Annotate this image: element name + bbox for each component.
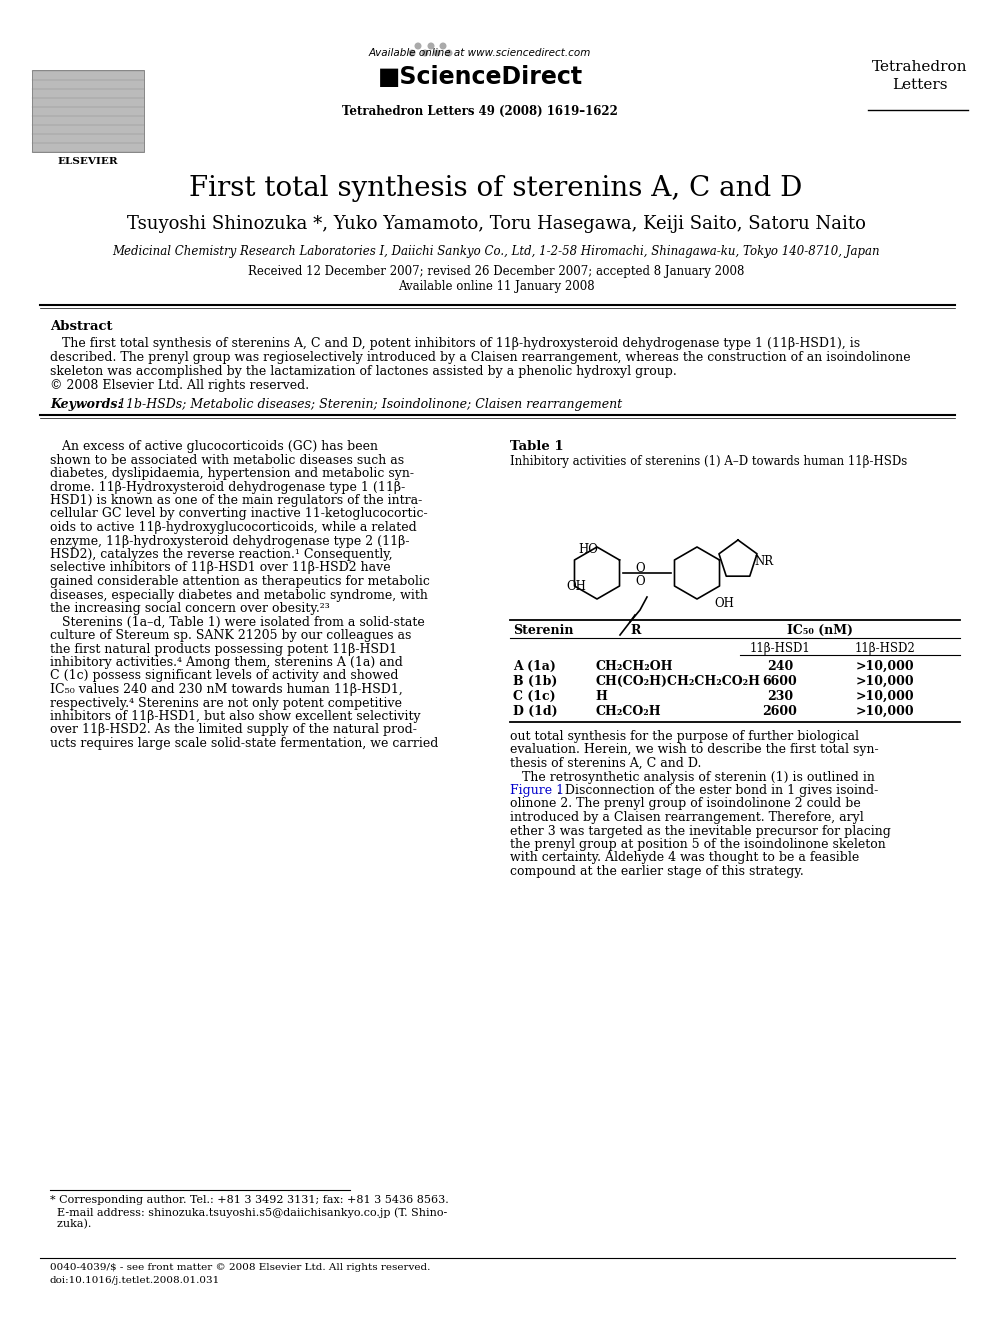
Text: culture of Stereum sp. SANK 21205 by our colleagues as: culture of Stereum sp. SANK 21205 by our…: [50, 628, 412, 642]
Text: A (1a): A (1a): [513, 660, 556, 673]
Text: 0040-4039/$ - see front matter © 2008 Elsevier Ltd. All rights reserved.: 0040-4039/$ - see front matter © 2008 El…: [50, 1263, 431, 1271]
Text: enzyme, 11β-hydroxysteroid dehydrogenase type 2 (11β-: enzyme, 11β-hydroxysteroid dehydrogenase…: [50, 534, 410, 548]
Text: Keywords:: Keywords:: [50, 398, 122, 411]
Text: out total synthesis for the purpose of further biological: out total synthesis for the purpose of f…: [510, 730, 859, 744]
Text: the prenyl group at position 5 of the isoindolinone skeleton: the prenyl group at position 5 of the is…: [510, 837, 886, 851]
Text: HSD2), catalyzes the reverse reaction.¹ Consequently,: HSD2), catalyzes the reverse reaction.¹ …: [50, 548, 393, 561]
Text: . Disconnection of the ester bond in 1 gives isoind-: . Disconnection of the ester bond in 1 g…: [557, 785, 878, 796]
Text: >10,000: >10,000: [856, 675, 915, 688]
Text: zuka).: zuka).: [50, 1218, 91, 1229]
Text: First total synthesis of sterenins A, C and D: First total synthesis of sterenins A, C …: [189, 175, 803, 202]
Text: Received 12 December 2007; revised 26 December 2007; accepted 8 January 2008: Received 12 December 2007; revised 26 De…: [248, 265, 744, 278]
Text: The retrosynthetic analysis of sterenin (1) is outlined in: The retrosynthetic analysis of sterenin …: [510, 770, 875, 783]
Text: Sterenins (1a–d, Table 1) were isolated from a solid-state: Sterenins (1a–d, Table 1) were isolated …: [50, 615, 425, 628]
Text: Sterenin: Sterenin: [513, 624, 573, 636]
Text: inhibitors of 11β-HSD1, but also show excellent selectivity: inhibitors of 11β-HSD1, but also show ex…: [50, 710, 421, 722]
Text: >10,000: >10,000: [856, 660, 915, 673]
Text: IC₅₀ (nM): IC₅₀ (nM): [787, 624, 853, 636]
Text: olinone 2. The prenyl group of isoindolinone 2 could be: olinone 2. The prenyl group of isoindoli…: [510, 798, 861, 811]
Text: ucts requires large scale solid-state fermentation, we carried: ucts requires large scale solid-state fe…: [50, 737, 438, 750]
Text: OH: OH: [566, 579, 586, 593]
Text: IC₅₀ values 240 and 230 nM towards human 11β-HSD1,: IC₅₀ values 240 and 230 nM towards human…: [50, 683, 403, 696]
Text: Letters: Letters: [892, 78, 947, 93]
Text: D (1d): D (1d): [513, 705, 558, 718]
Text: the first natural products possessing potent 11β-HSD1: the first natural products possessing po…: [50, 643, 397, 655]
Text: introduced by a Claisen rearrangement. Therefore, aryl: introduced by a Claisen rearrangement. T…: [510, 811, 864, 824]
Text: selective inhibitors of 11β-HSD1 over 11β-HSD2 have: selective inhibitors of 11β-HSD1 over 11…: [50, 561, 391, 574]
Text: NR: NR: [754, 556, 773, 568]
Text: gained considerable attention as therapeutics for metabolic: gained considerable attention as therape…: [50, 576, 430, 587]
Text: compound at the earlier stage of this strategy.: compound at the earlier stage of this st…: [510, 865, 804, 878]
Text: >10,000: >10,000: [856, 691, 915, 703]
Text: HO: HO: [578, 542, 598, 556]
Text: shown to be associated with metabolic diseases such as: shown to be associated with metabolic di…: [50, 454, 404, 467]
Text: ■ScienceDirect: ■ScienceDirect: [377, 65, 582, 89]
Text: skeleton was accomplished by the lactamization of lactones assisted by a phenoli: skeleton was accomplished by the lactami…: [50, 365, 677, 378]
Text: diseases, especially diabetes and metabolic syndrome, with: diseases, especially diabetes and metabo…: [50, 589, 428, 602]
Text: described. The prenyl group was regioselectively introduced by a Claisen rearran: described. The prenyl group was regiosel…: [50, 351, 911, 364]
Text: C (1c) possess significant levels of activity and showed: C (1c) possess significant levels of act…: [50, 669, 399, 683]
Text: 6600: 6600: [763, 675, 798, 688]
Text: CH₂CO₂H: CH₂CO₂H: [595, 705, 661, 718]
Text: drome. 11β-Hydroxysteroid dehydrogenase type 1 (11β-: drome. 11β-Hydroxysteroid dehydrogenase …: [50, 480, 406, 493]
Circle shape: [446, 50, 451, 56]
Text: cellular GC level by converting inactive 11-ketoglucocortic-: cellular GC level by converting inactive…: [50, 508, 428, 520]
Text: with certainty. Aldehyde 4 was thought to be a feasible: with certainty. Aldehyde 4 was thought t…: [510, 852, 859, 864]
Circle shape: [429, 44, 434, 49]
Text: 2600: 2600: [763, 705, 798, 718]
Text: diabetes, dyslipidaemia, hypertension and metabolic syn-: diabetes, dyslipidaemia, hypertension an…: [50, 467, 414, 480]
Text: E-mail address: shinozuka.tsuyoshi.s5@daiichisankyo.co.jp (T. Shino-: E-mail address: shinozuka.tsuyoshi.s5@da…: [50, 1207, 447, 1217]
Text: 240: 240: [767, 660, 794, 673]
Text: R: R: [630, 624, 641, 636]
Text: Available online at www.sciencedirect.com: Available online at www.sciencedirect.co…: [369, 48, 591, 58]
Text: evaluation. Herein, we wish to describe the first total syn-: evaluation. Herein, we wish to describe …: [510, 744, 879, 757]
Text: >10,000: >10,000: [856, 705, 915, 718]
Text: doi:10.1016/j.tetlet.2008.01.031: doi:10.1016/j.tetlet.2008.01.031: [50, 1275, 220, 1285]
Circle shape: [440, 44, 445, 49]
Text: the increasing social concern over obesity.²³: the increasing social concern over obesi…: [50, 602, 329, 615]
Text: Tetrahedron Letters 49 (2008) 1619–1622: Tetrahedron Letters 49 (2008) 1619–1622: [342, 105, 618, 118]
Text: Medicinal Chemistry Research Laboratories I, Daiichi Sankyo Co., Ltd, 1-2-58 Hir: Medicinal Chemistry Research Laboratorie…: [112, 245, 880, 258]
Text: ELSEVIER: ELSEVIER: [58, 157, 118, 165]
Text: O: O: [635, 562, 645, 576]
Text: The first total synthesis of sterenins A, C and D, potent inhibitors of 11β-hydr: The first total synthesis of sterenins A…: [50, 337, 860, 351]
Text: 230: 230: [767, 691, 793, 703]
Text: Abstract: Abstract: [50, 320, 112, 333]
Text: Table 1: Table 1: [510, 441, 563, 452]
Text: 11β-HSD2: 11β-HSD2: [855, 642, 916, 655]
Circle shape: [409, 50, 415, 56]
Circle shape: [434, 50, 439, 56]
Text: C (1c): C (1c): [513, 691, 556, 703]
Circle shape: [423, 50, 428, 56]
Text: 11b-HSDs; Metabolic diseases; Sterenin; Isoindolinone; Claisen rearrangement: 11b-HSDs; Metabolic diseases; Sterenin; …: [110, 398, 622, 411]
Text: Tsuyoshi Shinozuka *, Yuko Yamamoto, Toru Hasegawa, Keiji Saito, Satoru Naito: Tsuyoshi Shinozuka *, Yuko Yamamoto, Tor…: [127, 216, 865, 233]
Text: CH₂CH₂OH: CH₂CH₂OH: [595, 660, 673, 673]
Text: thesis of sterenins A, C and D.: thesis of sterenins A, C and D.: [510, 757, 701, 770]
Text: OH: OH: [714, 597, 734, 610]
Circle shape: [416, 44, 421, 49]
Text: inhibitory activities.⁴ Among them, sterenins A (1a) and: inhibitory activities.⁴ Among them, ster…: [50, 656, 403, 669]
Text: oids to active 11β-hydroxyglucocorticoids, while a related: oids to active 11β-hydroxyglucocorticoid…: [50, 521, 417, 534]
Text: ether 3 was targeted as the inevitable precursor for placing: ether 3 was targeted as the inevitable p…: [510, 824, 891, 837]
Text: Available online 11 January 2008: Available online 11 January 2008: [398, 280, 594, 292]
Text: An excess of active glucocorticoids (GC) has been: An excess of active glucocorticoids (GC)…: [50, 441, 378, 452]
Text: Figure 1: Figure 1: [510, 785, 564, 796]
Text: Inhibitory activities of sterenins (1) A–D towards human 11β-HSDs: Inhibitory activities of sterenins (1) A…: [510, 455, 908, 468]
Text: B (1b): B (1b): [513, 675, 558, 688]
Text: 11β-HSD1: 11β-HSD1: [750, 642, 810, 655]
Text: HSD1) is known as one of the main regulators of the intra-: HSD1) is known as one of the main regula…: [50, 493, 423, 507]
Text: respectively.⁴ Sterenins are not only potent competitive: respectively.⁴ Sterenins are not only po…: [50, 696, 402, 709]
Text: over 11β-HSD2. As the limited supply of the natural prod-: over 11β-HSD2. As the limited supply of …: [50, 724, 417, 737]
Text: * Corresponding author. Tel.: +81 3 3492 3131; fax: +81 3 5436 8563.: * Corresponding author. Tel.: +81 3 3492…: [50, 1195, 448, 1205]
Text: CH(CO₂H)CH₂CH₂CO₂H: CH(CO₂H)CH₂CH₂CO₂H: [595, 675, 760, 688]
FancyBboxPatch shape: [32, 70, 144, 152]
Text: Tetrahedron: Tetrahedron: [872, 60, 968, 74]
Text: H: H: [595, 691, 607, 703]
Text: O: O: [635, 576, 645, 587]
Text: © 2008 Elsevier Ltd. All rights reserved.: © 2008 Elsevier Ltd. All rights reserved…: [50, 378, 310, 392]
